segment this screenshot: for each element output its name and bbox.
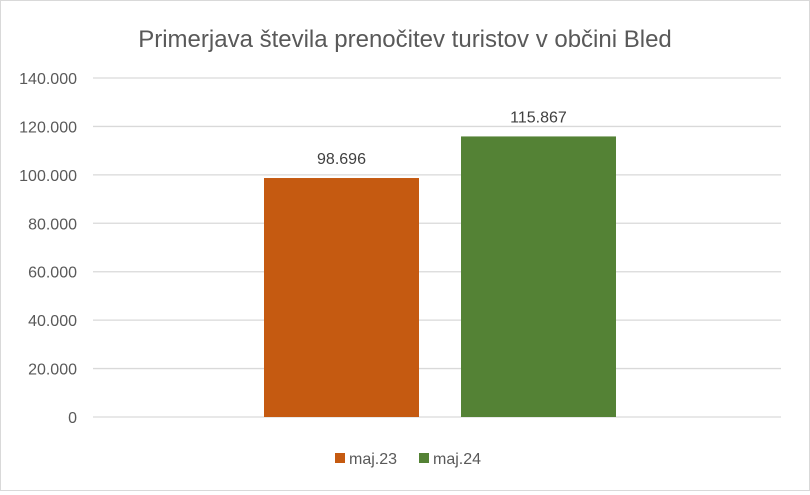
y-axis: 0 20.000 40.000 60.000 80.000 100.000 120.000 1… [19,71,77,427]
legend-label: maj.24 [433,451,481,468]
bar-maj.23 [264,178,419,417]
legend: maj.23 maj.24 [335,451,481,468]
gridlines [93,77,781,418]
y-tick-label: 0 [68,410,77,427]
legend-swatch [335,453,345,463]
chart-title: Primerjava števila prenočitev turistov v… [138,26,672,53]
y-tick-label: 40.000 [28,313,77,330]
y-tick-label: 60.000 [28,265,77,282]
bars: 98.696 115.867 [264,109,616,417]
y-tick-label: 120.000 [19,119,77,136]
legend-label: maj.23 [349,451,397,468]
y-tick-label: 140.000 [19,71,77,88]
data-label: 98.696 [317,151,366,168]
data-label: 115.867 [510,109,567,126]
y-tick-label: 80.000 [28,216,77,233]
legend-swatch [419,453,429,463]
bar-maj.24 [461,136,616,417]
y-tick-label: 100.000 [19,168,77,185]
y-tick-label: 20.000 [28,362,77,379]
